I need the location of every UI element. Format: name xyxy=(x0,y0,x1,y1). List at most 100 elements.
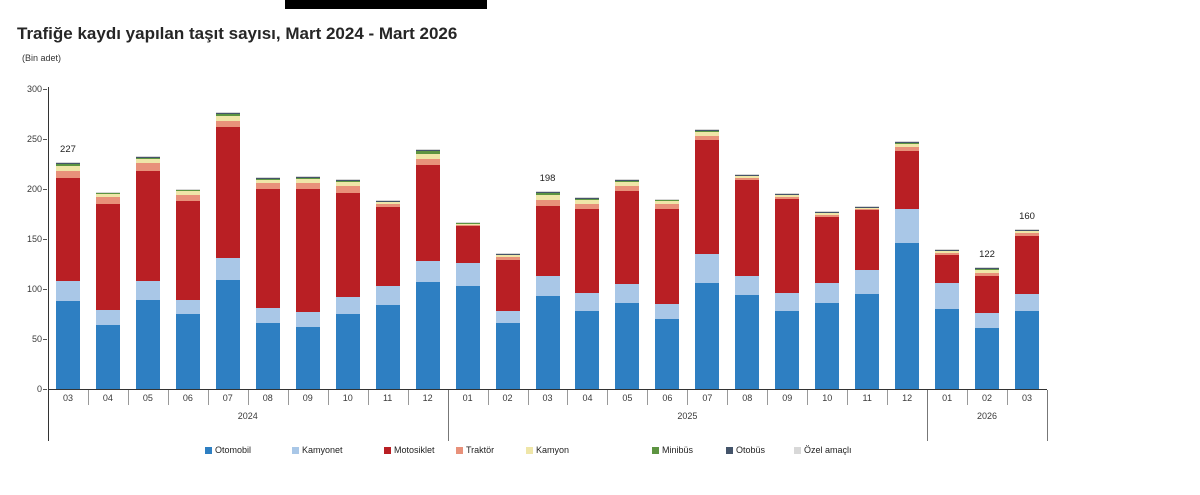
x-axis-year-label: 2025 xyxy=(677,411,698,421)
bar-segment-otomobil xyxy=(975,328,1000,389)
legend-label-kamyon: Kamyon xyxy=(536,445,570,455)
bar-segment-otomobil xyxy=(375,305,400,389)
bar-segment-kamyon xyxy=(95,194,120,197)
legend-label-motosiklet: Motosiklet xyxy=(394,445,435,455)
bar-segment-otob-s xyxy=(415,150,440,151)
bar-segment-kamyon xyxy=(735,176,760,178)
bar-segment-otomobil xyxy=(735,295,760,389)
bar-segment-trakt-r xyxy=(455,224,480,226)
month-divider xyxy=(487,390,489,405)
bar-value-label: 160 xyxy=(1019,211,1035,222)
x-axis-month-label: 05 xyxy=(142,393,153,403)
bar-segment-minib-s xyxy=(775,194,800,195)
bar-segment-minib-s xyxy=(895,142,920,144)
bar-segment-kamyonet xyxy=(55,281,80,301)
bar-segment-otomobil xyxy=(775,311,800,389)
bar-segment-motosiklet xyxy=(375,207,400,286)
bar-segment-otob-s xyxy=(855,206,880,207)
x-axis-month-label: 06 xyxy=(662,393,673,403)
bar-segment-trakt-r xyxy=(415,159,440,165)
bar-segment-motosiklet xyxy=(735,180,760,276)
month-divider xyxy=(887,390,889,405)
bar-segment-kamyon xyxy=(935,251,960,253)
bar-segment-trakt-r xyxy=(735,178,760,180)
bar-segment-trakt-r xyxy=(935,253,960,255)
x-axis-month-label: 04 xyxy=(102,393,113,403)
bar-segment-trakt-r xyxy=(695,136,720,140)
legend-swatch-kamyon xyxy=(526,447,533,454)
bar-segment-minib-s xyxy=(695,130,720,132)
y-axis-tick-mark xyxy=(43,89,47,90)
bar-segment-kamyonet xyxy=(615,284,640,303)
bar-segment-kamyon xyxy=(695,132,720,136)
y-axis-tick-mark xyxy=(43,389,47,390)
bar-segment--zel-ama-l- xyxy=(775,193,800,194)
bar-segment-otomobil xyxy=(695,283,720,389)
bar-segment-motosiklet xyxy=(575,209,600,293)
y-axis-tick-label: 200 xyxy=(26,184,42,194)
bar-segment-minib-s xyxy=(535,193,560,195)
month-divider xyxy=(847,390,849,405)
bar-segment-minib-s xyxy=(375,201,400,202)
bar-segment-kamyon xyxy=(775,195,800,197)
y-axis-tick-mark xyxy=(43,289,47,290)
bar-segment--zel-ama-l- xyxy=(575,197,600,198)
bar-segment-kamyonet xyxy=(935,283,960,309)
bar-segment-otomobil xyxy=(55,301,80,389)
y-axis-line xyxy=(48,87,49,441)
bar-segment--zel-ama-l- xyxy=(295,176,320,177)
bar-segment-minib-s xyxy=(415,151,440,154)
x-axis-month-label: 02 xyxy=(982,393,993,403)
bar-segment-trakt-r xyxy=(95,197,120,204)
bar-segment-motosiklet xyxy=(95,204,120,310)
bar-segment-kamyonet xyxy=(455,263,480,286)
bar-segment-motosiklet xyxy=(215,127,240,258)
bar-segment-minib-s xyxy=(615,180,640,182)
bar-segment-kamyonet xyxy=(495,311,520,323)
bar-segment--zel-ama-l- xyxy=(535,191,560,192)
year-divider xyxy=(927,390,929,441)
bar-segment-otomobil xyxy=(415,282,440,389)
bar-segment-trakt-r xyxy=(815,215,840,217)
x-axis-month-label: 09 xyxy=(782,393,793,403)
bar-segment-otob-s xyxy=(935,249,960,250)
month-divider xyxy=(527,390,529,405)
bar-segment--zel-ama-l- xyxy=(975,267,1000,268)
bar-segment-kamyonet xyxy=(215,258,240,280)
legend-label-otomobil: Otomobil xyxy=(215,445,252,455)
y-axis-tick-label: 0 xyxy=(36,384,42,394)
x-axis-month-label: 10 xyxy=(342,393,353,403)
bar-segment-kamyonet xyxy=(95,310,120,325)
bar-segment-otob-s xyxy=(615,179,640,180)
bar-segment-kamyonet xyxy=(415,261,440,282)
bar-segment-otob-s xyxy=(135,156,160,157)
x-axis-month-label: 08 xyxy=(742,393,753,403)
x-axis-month-label: 03 xyxy=(62,393,73,403)
bar-segment-motosiklet xyxy=(695,140,720,254)
month-divider xyxy=(807,390,809,405)
bar-segment-otomobil xyxy=(895,243,920,389)
legend-label-trakt-r: Traktör xyxy=(466,445,495,455)
bar-segment-kamyonet xyxy=(695,254,720,283)
legend-swatch-otob-s xyxy=(726,447,733,454)
bar-segment-motosiklet xyxy=(615,191,640,284)
x-axis-month-label: 08 xyxy=(262,393,273,403)
bar-segment-kamyonet xyxy=(295,312,320,327)
bar-segment-minib-s xyxy=(255,178,280,180)
x-axis-month-label: 10 xyxy=(822,393,833,403)
bar-segment-trakt-r xyxy=(55,171,80,178)
bar-segment--zel-ama-l- xyxy=(695,129,720,130)
bar-segment-kamyonet xyxy=(895,209,920,243)
year-divider xyxy=(1047,390,1048,441)
bar-segment-trakt-r xyxy=(975,273,1000,276)
bar-segment-minib-s xyxy=(175,189,200,191)
bar-segment-kamyon xyxy=(895,144,920,147)
x-axis-line xyxy=(48,389,1047,390)
bar-segment-trakt-r xyxy=(535,200,560,206)
bar-segment--zel-ama-l- xyxy=(895,141,920,142)
bar-segment-trakt-r xyxy=(1015,233,1040,236)
bar-segment-minib-s xyxy=(95,192,120,194)
month-divider xyxy=(287,390,289,405)
month-divider xyxy=(647,390,649,405)
